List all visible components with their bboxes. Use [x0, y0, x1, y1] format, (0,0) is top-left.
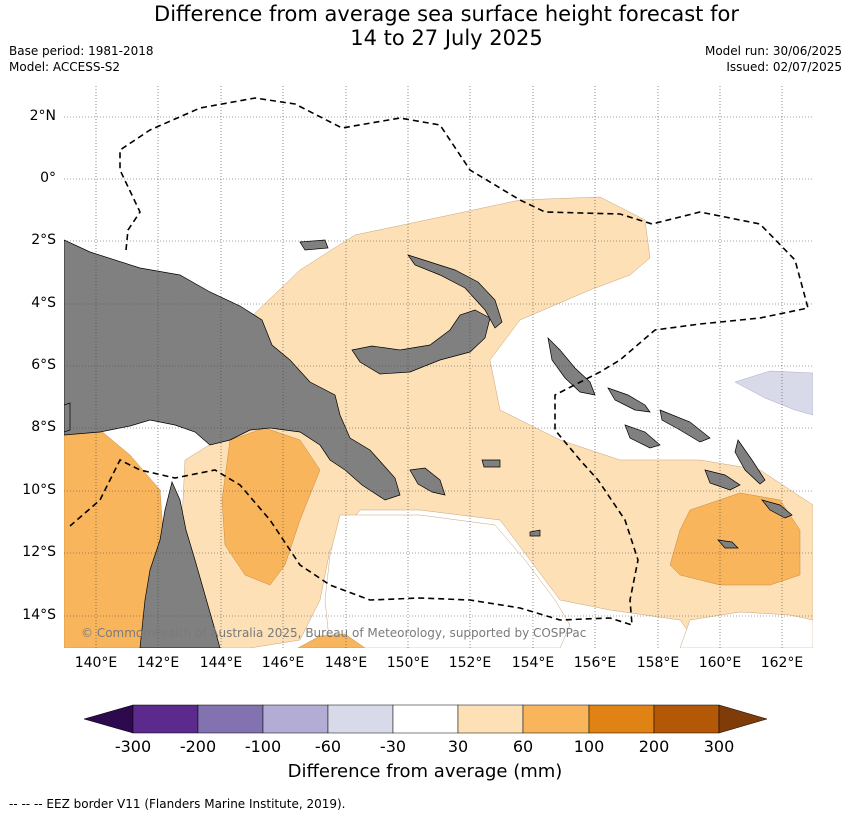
colorbar-bin-2: [197, 704, 264, 734]
base-period: Base period: 1981-2018: [9, 44, 154, 58]
colorbar-tick-200: 200: [638, 737, 670, 756]
colorbar: [83, 704, 768, 734]
colorbar-bin-4: [327, 704, 394, 734]
anomaly-neutral-southeast: [679, 611, 813, 648]
solomon-islands-land: [607, 387, 766, 491]
lat-label-12s: 12°S: [22, 544, 56, 560]
colorbar-tick-minus-200: -200: [179, 737, 217, 756]
colorbar-tick-minus-100: -100: [244, 737, 282, 756]
new-ireland-land: [407, 254, 503, 329]
lat-label-0: 0°: [40, 170, 56, 186]
louisiade-land: [409, 459, 541, 537]
colorbar-bin-7: [522, 704, 590, 734]
lon-label-148e: 148°E: [324, 655, 368, 671]
lat-label-10s: 10°S: [22, 482, 56, 498]
lon-label-142e: 142°E: [136, 655, 180, 671]
colorbar-bin-1: [132, 704, 199, 734]
lat-label-4s: 4°S: [31, 295, 56, 311]
new-guinea-land: [64, 239, 401, 501]
colorbar-max-extend: [718, 704, 768, 734]
title-line-2: 14 to 27 July 2025: [350, 26, 543, 50]
colorbar-tick-minus-300: -300: [114, 737, 152, 756]
colorbar-bin-9: [653, 704, 720, 734]
lat-label-2s: 2°S: [31, 232, 56, 248]
lon-label-152e: 152°E: [448, 655, 492, 671]
colorbar-tick-minus-30: -30: [379, 737, 407, 756]
lon-label-140e: 140°E: [74, 655, 118, 671]
lat-label-6s: 6°S: [31, 357, 56, 373]
colorbar-tick-30: 30: [447, 737, 469, 756]
anomaly-60-100-east: [669, 492, 801, 586]
issued-date: Issued: 02/07/2025: [726, 60, 842, 74]
vanuatu-land: [717, 499, 793, 549]
lat-label-8s: 8°S: [31, 419, 56, 435]
lon-label-144e: 144°E: [199, 655, 243, 671]
colorbar-bin-8: [588, 704, 655, 734]
lon-label-150e: 150°E: [386, 655, 430, 671]
copyright-notice: © Commonwealth of Australia 2025, Bureau…: [81, 626, 587, 640]
lat-label-2n: 2°N: [29, 108, 56, 124]
lon-label-160e: 160°E: [698, 655, 742, 671]
anomaly-60-100-coral: [221, 427, 321, 586]
colorbar-bin-5: [392, 704, 459, 734]
lat-label-14s: 14°S: [22, 607, 56, 623]
chart-title: Difference from average sea surface heig…: [0, 2, 850, 50]
anomaly-60-100-south: [297, 633, 366, 648]
eez-border: [69, 97, 809, 627]
colorbar-bin-6: [457, 704, 524, 734]
meta-left: Base period: 1981-2018 Model: ACCESS-S2: [9, 43, 154, 75]
colorbar-tick-60: 60: [512, 737, 534, 756]
meta-right: Model run: 30/06/2025 Issued: 02/07/2025: [705, 43, 842, 75]
australia-arnhem-land: [64, 402, 71, 433]
colorbar-title: Difference from average (mm): [287, 761, 563, 782]
lon-label-156e: 156°E: [573, 655, 617, 671]
colorbar-min-extend: [83, 704, 134, 734]
model-run: Model run: 30/06/2025: [704, 44, 842, 58]
lon-label-154e: 154°E: [511, 655, 555, 671]
cape-york-land: [139, 480, 221, 648]
colorbar-tick-300: 300: [703, 737, 735, 756]
lon-label-162e: 162°E: [760, 655, 804, 671]
eez-legend-note: -- -- -- EEZ border V11 (Flanders Marine…: [9, 797, 346, 811]
anomaly-negative-region: [734, 370, 813, 416]
colorbar-bin-3: [262, 704, 329, 734]
map-gridlines: [64, 86, 813, 648]
model-name: Model: ACCESS-S2: [9, 60, 121, 74]
manus-island-land: [299, 239, 329, 251]
lon-label-146e: 146°E: [261, 655, 305, 671]
colorbar-tick-100: 100: [573, 737, 605, 756]
colorbar-tick-minus-60: -60: [314, 737, 342, 756]
title-line-1: Difference from average sea surface heig…: [154, 2, 739, 26]
lon-label-158e: 158°E: [636, 655, 680, 671]
